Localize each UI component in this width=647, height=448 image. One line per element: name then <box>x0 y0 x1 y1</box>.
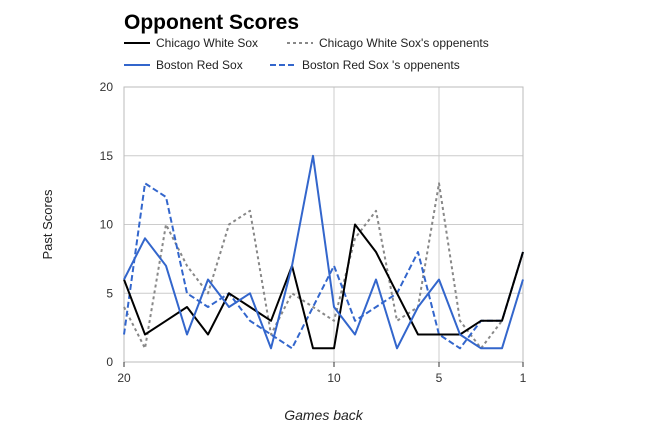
chart-title: Opponent Scores <box>124 11 299 34</box>
y-tick-label: 0 <box>106 355 113 369</box>
series-line <box>123 154 524 350</box>
y-tick-label: 15 <box>100 149 114 163</box>
legend-label: Chicago White Sox's oppenents <box>319 36 489 50</box>
series-line <box>123 182 524 350</box>
x-axis-label: Games back <box>284 407 364 423</box>
y-tick-label: 5 <box>106 286 113 300</box>
x-tick-label: 1 <box>520 371 527 385</box>
legend-label: Boston Red Sox <box>156 58 243 72</box>
legend-label: Chicago White Sox <box>156 36 258 50</box>
plot-area <box>123 86 524 363</box>
x-tick-label: 5 <box>436 371 443 385</box>
legend: Chicago White Sox Chicago White Sox's opp… <box>124 36 489 72</box>
y-axis-label: Past Scores <box>40 189 55 260</box>
y-tick-label: 20 <box>100 80 114 94</box>
x-tick-label: 20 <box>117 371 131 385</box>
legend-label: Boston Red Sox 's oppenents <box>302 58 460 72</box>
series-lines <box>123 154 524 350</box>
y-tick-label: 10 <box>100 218 114 232</box>
series-line <box>123 223 524 350</box>
x-tick-label: 10 <box>327 371 341 385</box>
series-line <box>123 182 524 350</box>
y-axis-ticks: 0 5 10 15 20 <box>100 80 114 369</box>
x-axis-ticks: 20 10 5 1 <box>117 362 527 385</box>
